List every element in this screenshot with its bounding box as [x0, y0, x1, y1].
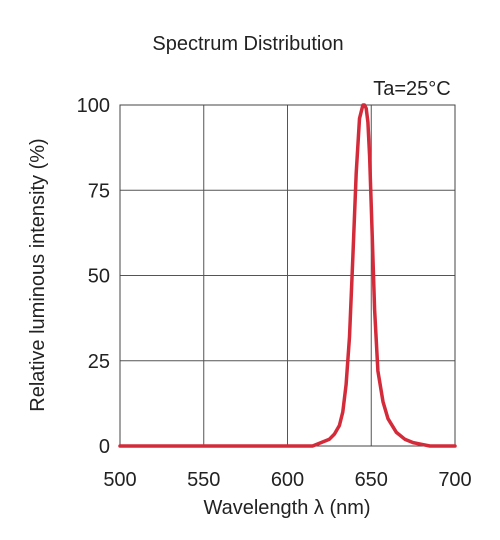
- y-axis-label: Relative luminous intensity (%): [27, 138, 49, 411]
- grid: [119, 104, 456, 447]
- x-tick-label-500: 500: [103, 469, 136, 491]
- chart-title: Spectrum Distribution: [152, 33, 343, 55]
- y-tick-label-50: 50: [88, 266, 110, 288]
- x-tick-label-650: 650: [355, 469, 388, 491]
- series-layer: [118, 103, 457, 448]
- temperature-annotation: Ta=25°C: [373, 78, 451, 100]
- x-tick-label-600: 600: [271, 469, 304, 491]
- x-axis-label: Wavelength λ (nm): [203, 497, 370, 519]
- tick-labels: 500 550 600 650 700 0 25 50 75 100: [77, 95, 472, 491]
- y-tick-label-100: 100: [77, 95, 110, 117]
- series-line-0: [118, 103, 457, 448]
- y-tick-label-75: 75: [88, 180, 110, 202]
- y-tick-label-0: 0: [99, 436, 110, 458]
- y-tick-label-25: 25: [88, 351, 110, 373]
- x-tick-label-550: 550: [187, 469, 220, 491]
- x-tick-label-700: 700: [438, 469, 471, 491]
